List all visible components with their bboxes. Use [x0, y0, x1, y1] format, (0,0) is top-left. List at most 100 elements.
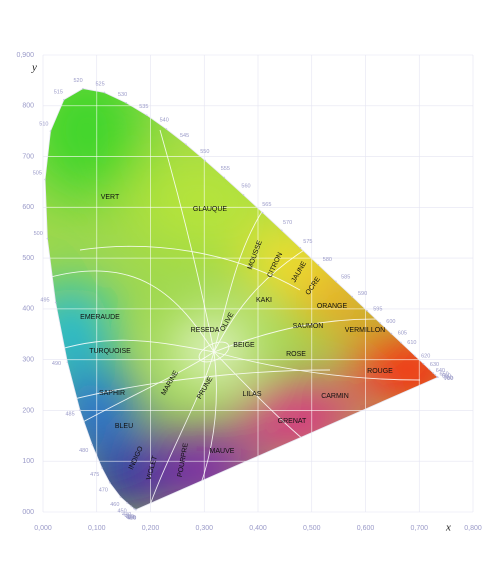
- locus-point: [108, 481, 111, 484]
- locus-point: [119, 496, 122, 498]
- region-label: SAPHIR: [99, 390, 125, 397]
- wavelength-label: 545: [180, 133, 189, 139]
- region-label: RESEDA: [191, 327, 220, 334]
- locus-point: [103, 91, 106, 94]
- wavelength-label: 550: [200, 149, 209, 155]
- locus-point: [280, 229, 283, 232]
- x-tick-label: 0,600: [357, 525, 375, 532]
- axis-ticks: 0,000 0,100 0,200 0,300 0,400 0,500 0,600 0,700…: [16, 52, 481, 532]
- locus-point: [434, 374, 437, 376]
- wavelength-label: 500: [34, 231, 43, 237]
- locus-point: [132, 507, 135, 510]
- x-tick-label: 0,700: [410, 525, 428, 532]
- y-tick-label: 200: [22, 407, 34, 414]
- wavelength-label: 630: [430, 362, 439, 368]
- y-tick-label: 600: [22, 204, 34, 211]
- locus-point: [145, 114, 148, 116]
- locus-point: [79, 409, 81, 411]
- region-label: BEIGE: [233, 342, 255, 349]
- wavelength-label: 565: [262, 202, 271, 208]
- region-label: MAUVE: [210, 448, 235, 455]
- locus-point: [413, 354, 416, 357]
- wavelength-label: 470: [99, 487, 108, 493]
- wavelength-label: 495: [40, 298, 49, 304]
- region-label: SAUMON: [293, 323, 324, 330]
- wavelength-label: 570: [283, 220, 292, 226]
- locus-point: [299, 247, 302, 249]
- locus-point: [428, 368, 431, 371]
- gamut-fill: [45, 88, 438, 510]
- y-tick-label: 500: [22, 255, 34, 262]
- wavelength-label: 490: [52, 361, 61, 367]
- wavelength-label: 525: [96, 82, 105, 88]
- locus-point: [126, 502, 128, 504]
- wavelength-label: 510: [39, 121, 48, 127]
- y-tick-label: 800: [22, 103, 34, 110]
- x-axis-label: x: [445, 522, 451, 534]
- region-label: KAKI: [256, 297, 272, 304]
- wavelength-label: 605: [398, 330, 407, 336]
- locus-point: [242, 194, 245, 196]
- locus-point: [317, 264, 320, 266]
- locus-point: [422, 362, 425, 365]
- region-label: VERT: [101, 194, 120, 201]
- wavelength-label: 600: [386, 319, 395, 325]
- region-label: ORANGE: [317, 303, 348, 310]
- wavelength-label: 515: [54, 89, 63, 95]
- locus-point: [91, 443, 93, 446]
- wavelength-label: 590: [358, 291, 367, 297]
- wavelength-label: 585: [341, 275, 350, 281]
- wavelength-label: 440: [122, 512, 131, 518]
- locus-point: [49, 130, 52, 132]
- wavelength-label: 555: [221, 166, 230, 172]
- locus-point: [165, 128, 168, 130]
- locus-point: [400, 341, 402, 344]
- x-tick-label: 0,200: [142, 525, 160, 532]
- wavelength-label: 580: [323, 257, 332, 263]
- x-tick-label: 0,000: [34, 525, 52, 532]
- locus-point: [204, 159, 206, 162]
- wavelength-label: 480: [79, 448, 88, 454]
- wavelength-label: 420: [126, 515, 135, 521]
- locus-point: [44, 178, 46, 181]
- locus-point: [134, 508, 136, 511]
- wavelength-label: 460: [110, 502, 119, 508]
- region-label: LILAS: [242, 391, 261, 398]
- wavelength-label: 680: [444, 375, 453, 381]
- wavelength-label: 535: [139, 104, 148, 110]
- y-tick-label: 000: [22, 509, 34, 516]
- locus-point: [130, 505, 133, 508]
- region-label: GRENAT: [278, 418, 307, 425]
- locus-point: [54, 301, 57, 304]
- locus-point: [432, 372, 435, 374]
- y-tick-label: 300: [22, 357, 34, 364]
- spectral-locus: [44, 88, 439, 510]
- locus-point: [66, 361, 69, 364]
- wavelength-label: 640: [436, 368, 445, 374]
- wavelength-label: 595: [373, 306, 382, 312]
- y-tick-label: 400: [22, 306, 34, 313]
- locus-point: [82, 87, 84, 90]
- locus-point: [125, 101, 127, 104]
- locus-point: [261, 211, 264, 214]
- region-label: GLAUQUE: [193, 206, 228, 213]
- y-tick-label: 700: [22, 153, 34, 160]
- wavelength-label: 450: [118, 508, 127, 514]
- locus-point: [46, 237, 49, 240]
- locus-point: [335, 280, 337, 283]
- x-tick-label: 0,300: [195, 525, 213, 532]
- y-axis-label: y: [31, 62, 37, 74]
- wavelength-label: 700: [444, 376, 453, 382]
- locus-point: [366, 309, 368, 312]
- wavelength-label: 610: [407, 340, 416, 346]
- wavelength-label: 575: [303, 239, 312, 245]
- locus-point: [185, 143, 187, 146]
- wavelength-label: 530: [118, 92, 127, 98]
- locus-point: [390, 332, 393, 335]
- locus-point: [223, 176, 226, 179]
- wavelength-label: 620: [421, 353, 430, 359]
- y-tick-label: 100: [22, 458, 34, 465]
- locus-point: [379, 322, 381, 324]
